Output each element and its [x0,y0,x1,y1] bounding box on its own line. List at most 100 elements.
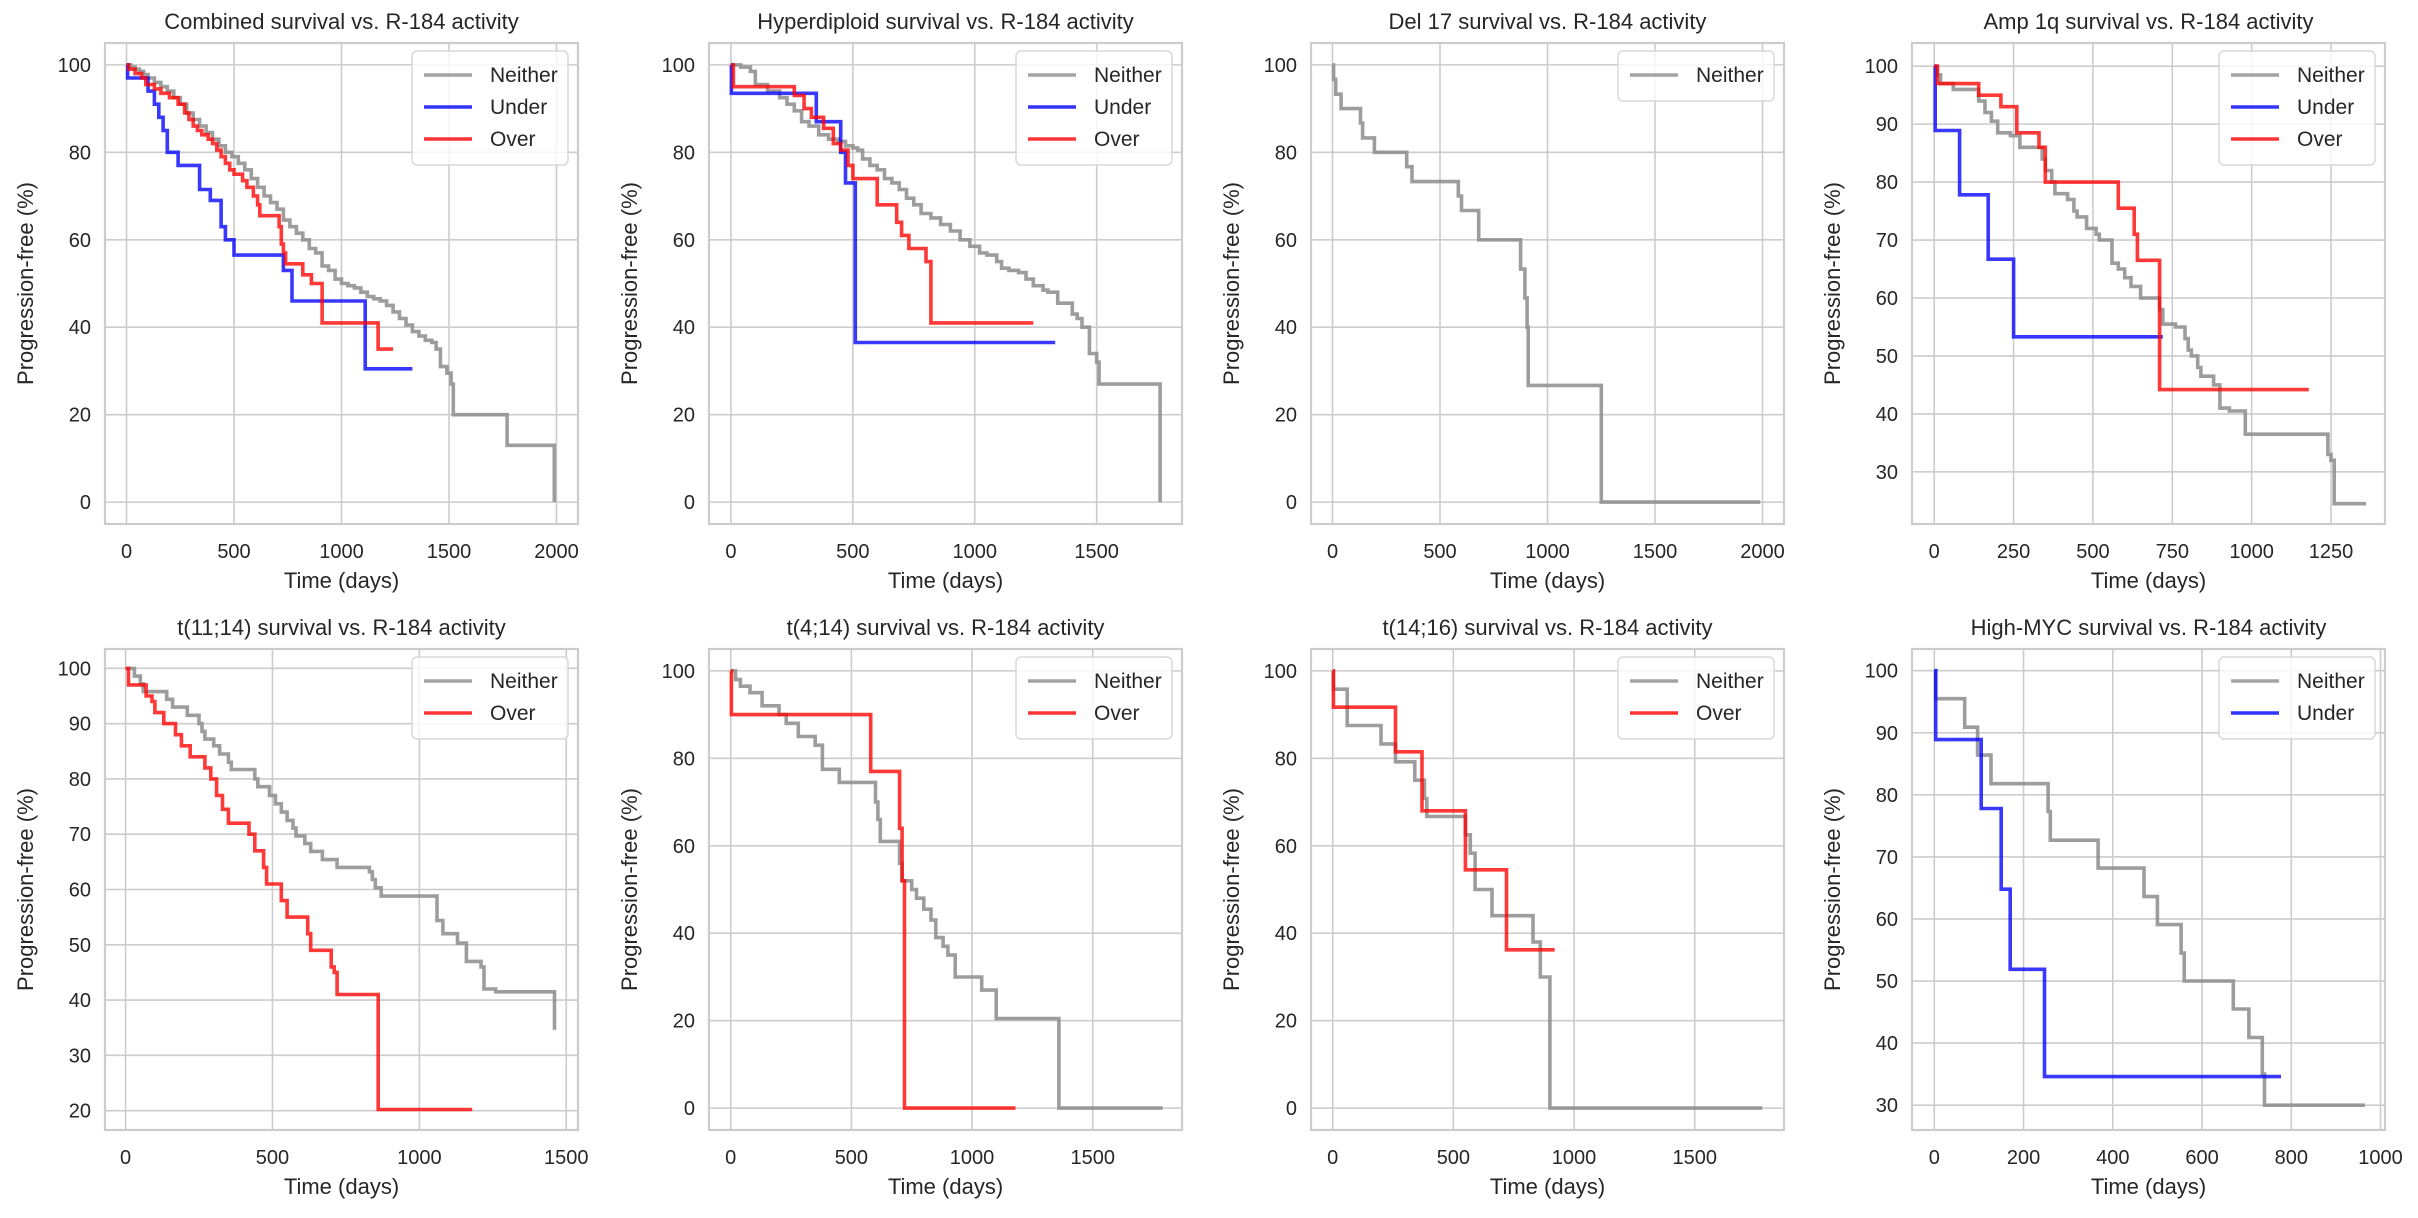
x-tick-label: 2000 [1740,541,1785,563]
x-tick-label: 1000 [2229,541,2274,563]
y-axis-label: Progression-free (%) [1219,788,1244,991]
y-tick-label: 80 [69,769,91,791]
y-tick-label: 20 [673,405,695,427]
y-axis-label: Progression-free (%) [617,788,642,991]
series-line-over [1934,64,2309,392]
y-tick-label: 80 [1876,172,1898,194]
series-line-neither [125,666,557,1030]
x-tick-label: 1250 [2309,541,2354,563]
series-line-over [1331,669,1555,952]
series-line-neither [1331,63,1761,504]
x-tick-label: 500 [217,541,250,563]
x-tick-labels: 0 500 1000 1500 [120,1147,588,1169]
series-line-under [1933,668,2281,1079]
legend-label: Over [490,702,536,725]
series-group [729,63,1162,503]
x-axis-label: Time (days) [1490,1174,1605,1199]
y-tick-labels: 20 30 40 50 60 70 80 90 100 [58,658,91,1122]
legend-label: Neither [490,64,558,87]
y-tick-label: 70 [69,824,91,846]
legend-box [1617,656,1775,740]
x-tick-label: 1500 [1633,541,1678,563]
y-axis-label: Progression-free (%) [617,182,642,385]
series-line-neither [1933,668,2365,1107]
y-axis-label: Progression-free (%) [1219,182,1244,385]
y-tick-label: 40 [673,317,695,339]
x-tick-label: 600 [2185,1147,2218,1169]
y-tick-labels: 0 20 40 60 80 100 [662,55,695,514]
legend: Neither Under [2218,656,2376,740]
series-group [729,669,1163,1110]
y-tick-label: 80 [673,142,695,164]
y-tick-label: 80 [673,748,695,770]
y-tick-label: 20 [673,1011,695,1033]
axes-frame [1309,41,1786,526]
x-tick-label: 0 [1327,541,1338,563]
x-tick-labels: 0 250 500 750 1000 1250 [1929,541,2354,563]
y-tick-label: 70 [1876,847,1898,869]
x-tick-label: 1000 [1525,541,1570,563]
y-tick-label: 0 [1286,492,1297,514]
y-tick-label: 60 [1876,909,1898,931]
chart-title: High-MYC survival vs. R-184 activity [1971,615,2327,640]
x-tick-label: 1000 [953,541,998,563]
y-tick-label: 60 [673,230,695,252]
y-tick-label: 90 [1876,723,1898,745]
x-axis-label: Time (days) [284,568,399,593]
legend-label: Neither [1696,64,1764,87]
y-tick-labels: 0 20 40 60 80 100 [662,661,695,1120]
legend-label: Under [2297,702,2354,725]
legend-label: Neither [490,670,558,693]
legend-box [411,656,569,740]
axes-frame [1910,647,2387,1132]
x-tick-label: 500 [256,1147,289,1169]
y-tick-label: 60 [69,880,91,902]
x-tick-label: 250 [1997,541,2030,563]
y-tick-label: 20 [1275,1011,1297,1033]
legend-label: Under [2297,96,2354,119]
y-tick-label: 100 [662,55,695,77]
legend-label: Over [2297,128,2343,151]
x-tick-label: 750 [2156,541,2189,563]
legend-label: Over [1094,702,1140,725]
y-tick-label: 60 [1275,836,1297,858]
y-tick-label: 40 [1275,923,1297,945]
legend-label: Neither [1696,670,1764,693]
x-tick-label: 0 [1327,1147,1338,1169]
x-tick-label: 0 [725,541,736,563]
x-tick-label: 0 [725,1147,736,1169]
x-tick-labels: 0 500 1000 1500 2000 [1327,541,1785,563]
x-tick-label: 1500 [1672,1147,1717,1169]
axes-frame [707,41,1184,526]
x-tick-labels: 0 500 1000 1500 [1327,1147,1717,1169]
y-tick-label: 40 [673,923,695,945]
y-tick-label: 30 [69,1045,91,1067]
x-tick-label: 1000 [950,1147,995,1169]
legend-label: Neither [2297,64,2365,87]
x-tick-label: 1000 [2358,1147,2403,1169]
y-tick-label: 40 [1876,404,1898,426]
y-tick-labels: 0 20 40 60 80 100 [1264,55,1297,514]
series-line-over [729,669,1016,1110]
y-tick-labels: 30 40 50 60 70 80 90 100 [1865,56,1898,484]
legend-label: Over [1094,128,1140,151]
chart-title: Del 17 survival vs. R-184 activity [1389,9,1707,34]
legend: Neither Under Over [1015,50,1173,166]
legend-box [411,50,569,166]
series-line-neither [730,63,1162,503]
x-tick-label: 200 [2007,1147,2040,1169]
legend: Neither Over [1015,656,1173,740]
legend-label: Over [490,128,536,151]
series-line-over [125,666,473,1112]
y-axis-label: Progression-free (%) [13,182,38,385]
y-tick-label: 50 [1876,346,1898,368]
y-tick-label: 60 [1275,230,1297,252]
legend-box [1015,50,1173,166]
chart-title: t(11;14) survival vs. R-184 activity [177,615,505,640]
y-tick-label: 90 [1876,114,1898,136]
y-axis-label: Progression-free (%) [1820,788,1845,991]
legend: Neither Under Over [2218,50,2376,166]
